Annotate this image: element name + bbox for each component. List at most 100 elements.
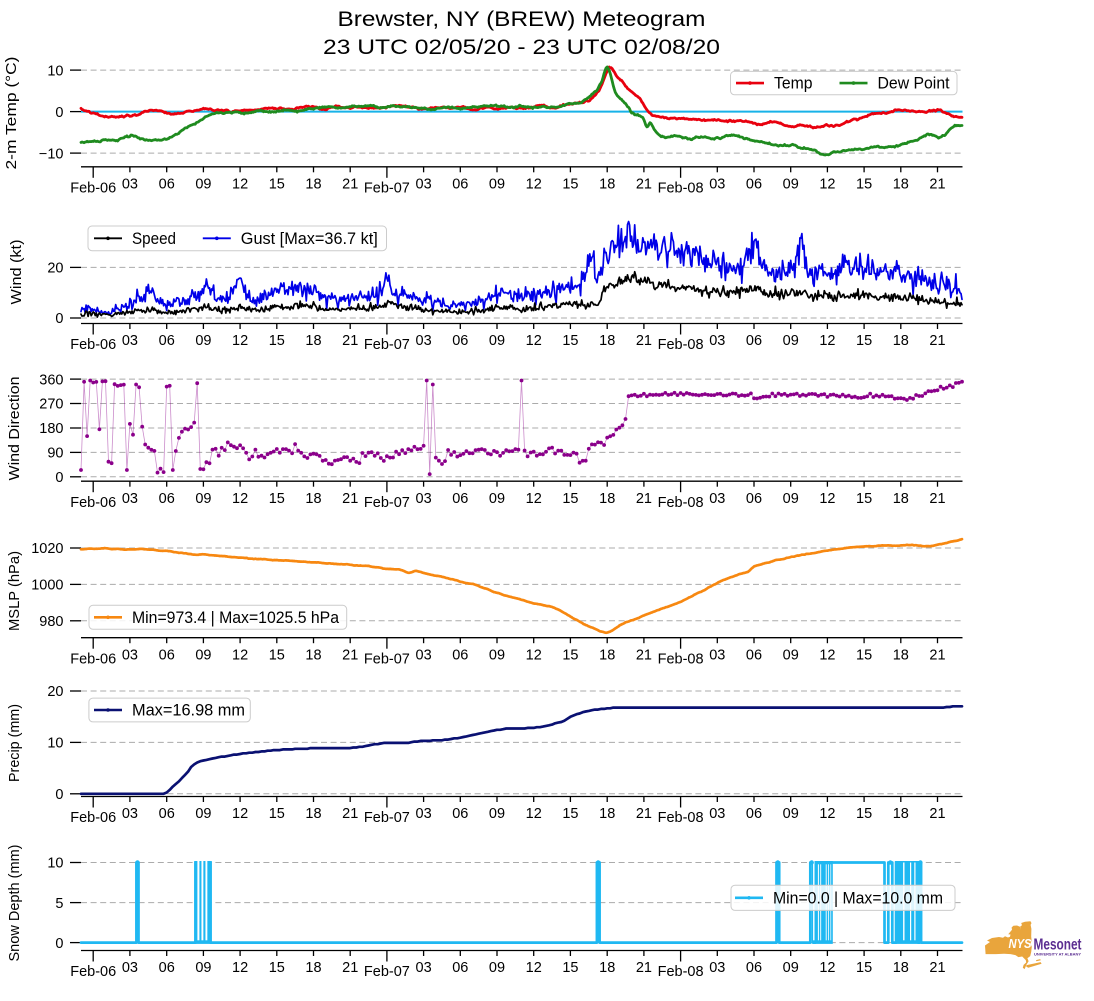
svg-text:15: 15 (856, 491, 872, 507)
svg-text:03: 03 (122, 960, 138, 976)
svg-text:09: 09 (195, 806, 211, 822)
svg-text:21: 21 (636, 176, 652, 192)
svg-text:15: 15 (269, 647, 285, 663)
svg-text:10: 10 (47, 63, 63, 79)
svg-text:Feb-08: Feb-08 (658, 810, 704, 826)
svg-text:Feb-08: Feb-08 (658, 495, 704, 511)
svg-text:Feb-07: Feb-07 (364, 810, 410, 826)
svg-text:Min=0.0 | Max=10.0 mm: Min=0.0 | Max=10.0 mm (773, 889, 943, 907)
svg-text:09: 09 (489, 491, 505, 507)
svg-text:15: 15 (562, 176, 578, 192)
svg-text:Mesonet: Mesonet (1034, 937, 1082, 954)
svg-text:18: 18 (599, 176, 615, 192)
svg-text:06: 06 (159, 806, 175, 822)
svg-text:UNIVERSITY AT ALBANY: UNIVERSITY AT ALBANY (1034, 951, 1081, 956)
svg-text:12: 12 (526, 806, 542, 822)
svg-text:18: 18 (599, 647, 615, 663)
svg-text:12: 12 (526, 176, 542, 192)
svg-text:21: 21 (342, 333, 358, 349)
svg-text:06: 06 (159, 333, 175, 349)
svg-text:03: 03 (709, 806, 725, 822)
svg-text:15: 15 (856, 176, 872, 192)
svg-text:06: 06 (452, 647, 468, 663)
svg-text:Snow Depth (mm): Snow Depth (mm) (7, 844, 23, 961)
svg-text:Feb-07: Feb-07 (364, 495, 410, 511)
svg-text:09: 09 (489, 806, 505, 822)
svg-text:06: 06 (452, 333, 468, 349)
svg-text:Feb-06: Feb-06 (70, 651, 116, 667)
svg-text:12: 12 (232, 176, 248, 192)
svg-text:18: 18 (305, 960, 321, 976)
svg-text:09: 09 (783, 960, 799, 976)
svg-text:360: 360 (39, 372, 63, 388)
svg-text:12: 12 (819, 333, 835, 349)
svg-text:0: 0 (55, 787, 63, 803)
svg-text:Feb-07: Feb-07 (364, 337, 410, 353)
svg-text:09: 09 (195, 491, 211, 507)
svg-text:06: 06 (452, 960, 468, 976)
svg-text:Feb-08: Feb-08 (658, 180, 704, 196)
svg-text:980: 980 (39, 614, 63, 630)
svg-text:09: 09 (489, 647, 505, 663)
svg-text:2-m Temp (°C): 2-m Temp (°C) (4, 56, 20, 169)
svg-text:21: 21 (342, 647, 358, 663)
svg-text:15: 15 (856, 647, 872, 663)
svg-text:15: 15 (269, 960, 285, 976)
svg-text:12: 12 (526, 647, 542, 663)
svg-text:06: 06 (746, 176, 762, 192)
svg-text:18: 18 (305, 647, 321, 663)
svg-text:18: 18 (893, 647, 909, 663)
svg-text:03: 03 (416, 176, 432, 192)
svg-text:12: 12 (232, 491, 248, 507)
svg-text:12: 12 (819, 960, 835, 976)
svg-text:15: 15 (562, 333, 578, 349)
svg-text:Min=973.4 | Max=1025.5 hPa: Min=973.4 | Max=1025.5 hPa (132, 609, 340, 627)
svg-text:15: 15 (562, 806, 578, 822)
svg-text:18: 18 (599, 960, 615, 976)
svg-text:06: 06 (746, 647, 762, 663)
svg-text:09: 09 (489, 176, 505, 192)
svg-text:−10: −10 (39, 146, 64, 162)
svg-text:21: 21 (929, 647, 945, 663)
svg-text:Dew Point: Dew Point (878, 75, 950, 93)
svg-text:12: 12 (232, 333, 248, 349)
svg-text:18: 18 (893, 491, 909, 507)
svg-text:21: 21 (342, 806, 358, 822)
svg-text:18: 18 (305, 806, 321, 822)
svg-text:06: 06 (452, 176, 468, 192)
svg-text:23 UTC 02/05/20 - 23 UTC 02/08: 23 UTC 02/05/20 - 23 UTC 02/08/20 (323, 36, 720, 59)
svg-text:Feb-08: Feb-08 (658, 337, 704, 353)
svg-text:21: 21 (636, 960, 652, 976)
svg-text:12: 12 (526, 333, 542, 349)
svg-text:20: 20 (47, 684, 63, 700)
svg-text:1000: 1000 (31, 578, 63, 594)
svg-text:Feb-06: Feb-06 (70, 495, 116, 511)
svg-text:18: 18 (599, 806, 615, 822)
svg-text:Feb-06: Feb-06 (70, 337, 116, 353)
svg-text:18: 18 (305, 176, 321, 192)
svg-text:15: 15 (562, 647, 578, 663)
svg-text:21: 21 (342, 176, 358, 192)
svg-text:06: 06 (746, 491, 762, 507)
svg-text:Feb-06: Feb-06 (70, 964, 116, 980)
svg-text:09: 09 (783, 491, 799, 507)
svg-text:Brewster, NY (BREW) Meteogram: Brewster, NY (BREW) Meteogram (338, 8, 706, 31)
svg-text:06: 06 (452, 806, 468, 822)
svg-text:03: 03 (709, 333, 725, 349)
svg-text:15: 15 (269, 176, 285, 192)
svg-text:03: 03 (122, 647, 138, 663)
svg-text:06: 06 (159, 960, 175, 976)
svg-text:NYS: NYS (1009, 937, 1033, 951)
svg-text:15: 15 (856, 806, 872, 822)
svg-text:270: 270 (39, 397, 63, 413)
svg-text:09: 09 (489, 333, 505, 349)
svg-text:21: 21 (929, 806, 945, 822)
svg-text:12: 12 (526, 491, 542, 507)
svg-text:06: 06 (159, 647, 175, 663)
svg-text:21: 21 (636, 647, 652, 663)
svg-text:Feb-06: Feb-06 (70, 810, 116, 826)
svg-text:Precip (mm): Precip (mm) (7, 704, 23, 782)
svg-text:18: 18 (893, 333, 909, 349)
svg-text:18: 18 (893, 176, 909, 192)
svg-text:03: 03 (709, 647, 725, 663)
